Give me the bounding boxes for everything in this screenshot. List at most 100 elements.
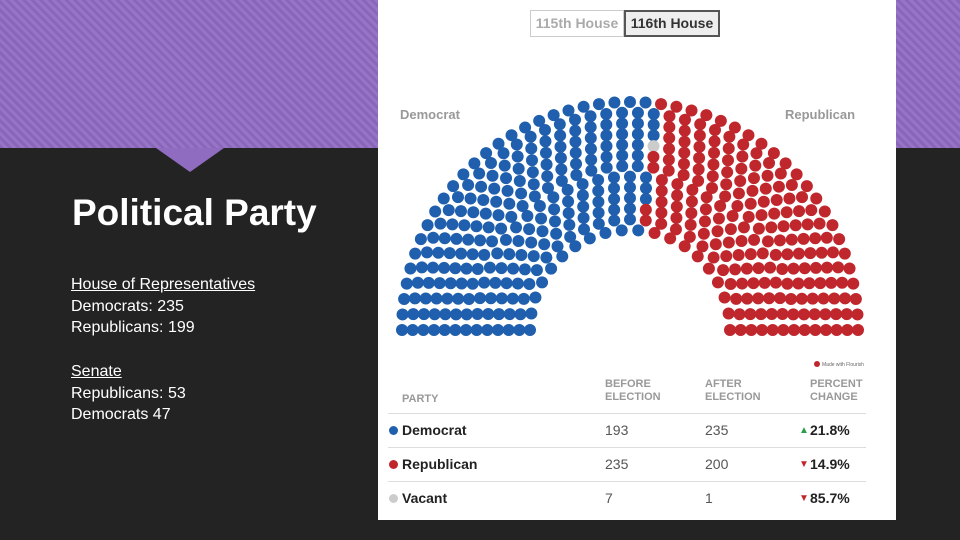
seat [569,240,582,253]
seat [513,324,526,336]
notch [156,148,224,172]
credit[interactable]: Made with Flourish [822,362,864,368]
seat [711,225,724,238]
seat [685,195,698,208]
seat [438,232,451,245]
seat [460,324,472,336]
seat [535,212,548,225]
seat [433,277,446,290]
seat [706,170,719,183]
seat [639,203,652,216]
seat [551,240,564,253]
seat [608,203,621,216]
seat [693,152,706,165]
seat [466,248,479,261]
seat [809,261,822,274]
after: 235 [705,422,729,438]
seat [632,224,645,237]
seat [769,248,782,261]
seat [647,129,660,142]
seat [742,129,755,142]
seat [577,200,590,213]
seat [525,307,538,320]
seat [467,206,480,219]
seat [446,218,459,231]
seat [454,205,467,218]
seat [616,128,629,141]
after: 200 [705,456,729,472]
seat [707,251,720,264]
seat [722,142,735,155]
seat [744,308,757,321]
seat [733,308,746,321]
seat [777,324,790,336]
header: AFTER ELECTION [705,378,761,403]
seat [766,324,779,336]
seat [491,247,504,260]
seat [779,157,792,170]
seat [474,292,487,305]
seat [655,195,668,208]
seat [747,277,760,290]
seat [592,184,605,197]
seat [624,170,636,183]
seat [570,157,583,170]
seat [631,106,644,119]
seat [428,308,441,321]
seat [740,262,753,275]
line: Republicans: 53 [71,384,186,402]
seat [631,128,644,141]
seat [702,262,715,275]
tab-selected[interactable]: 116th House [624,10,720,37]
seat [510,138,523,151]
seat [480,147,493,160]
seat [728,121,741,134]
seat [678,146,691,159]
seat [442,204,455,217]
seat [670,100,683,113]
seat [785,178,798,191]
seat [737,221,750,234]
party-dot [389,494,398,503]
seat [698,215,711,228]
seat [527,178,540,191]
seat [444,277,457,290]
header: PARTY [402,393,439,405]
seat [685,207,698,220]
seat [502,324,515,336]
seat [460,308,473,321]
seat [439,308,452,321]
header: BEFORE ELECTION [605,378,661,403]
seat [631,160,644,173]
seat [530,264,543,277]
line: Democrats 47 [71,406,171,423]
seat [655,184,668,197]
seat [798,262,811,275]
seat [639,96,652,109]
seat [482,221,495,234]
seat [787,262,800,275]
seat [796,191,809,204]
seat [663,110,676,123]
seat [432,246,445,259]
seat [677,169,690,182]
seat [820,324,832,336]
seat [836,276,849,289]
seat [797,308,810,321]
seat [513,174,526,187]
seat [422,276,435,289]
seat [490,195,503,208]
seat [849,292,862,305]
seat [809,232,822,245]
seat [528,190,541,203]
seat [561,183,574,196]
seat [563,218,576,231]
change: 85.7% [810,490,850,506]
tab[interactable]: 115th House [530,10,624,37]
seat [735,162,748,175]
seat [540,251,553,264]
seat [737,138,750,151]
seat [736,277,749,290]
seat [711,276,724,289]
seat [541,170,554,183]
